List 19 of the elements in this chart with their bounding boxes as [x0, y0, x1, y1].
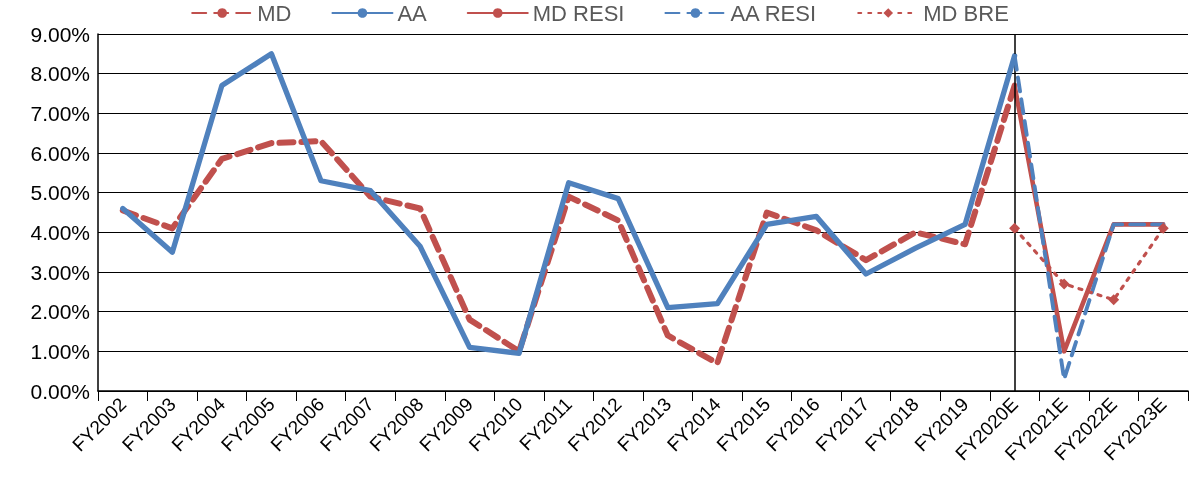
- y-tick-label: 6.00%: [30, 141, 90, 165]
- point: [1058, 278, 1070, 290]
- point: [1157, 222, 1169, 234]
- point: [1108, 294, 1120, 306]
- y-tick-label: 9.00%: [30, 22, 90, 46]
- legend-label: MD RESI: [532, 0, 625, 26]
- point: [1009, 222, 1021, 234]
- y-tick-label: 4.00%: [30, 220, 90, 244]
- legend-label: MD: [257, 0, 292, 26]
- y-tick-label: 8.00%: [30, 62, 90, 86]
- legend-label: MD BRE: [923, 0, 1009, 26]
- y-tick-label: 5.00%: [30, 181, 90, 205]
- legend-label: AA RESI: [730, 0, 817, 26]
- legend-label: AA: [397, 0, 428, 26]
- y-tick-label: 7.00%: [30, 101, 90, 125]
- y-tick-label: 2.00%: [30, 300, 90, 324]
- y-tick-label: 1.00%: [30, 339, 90, 363]
- y-tick-label: 0.00%: [30, 379, 90, 403]
- y-tick-label: 3.00%: [30, 260, 90, 284]
